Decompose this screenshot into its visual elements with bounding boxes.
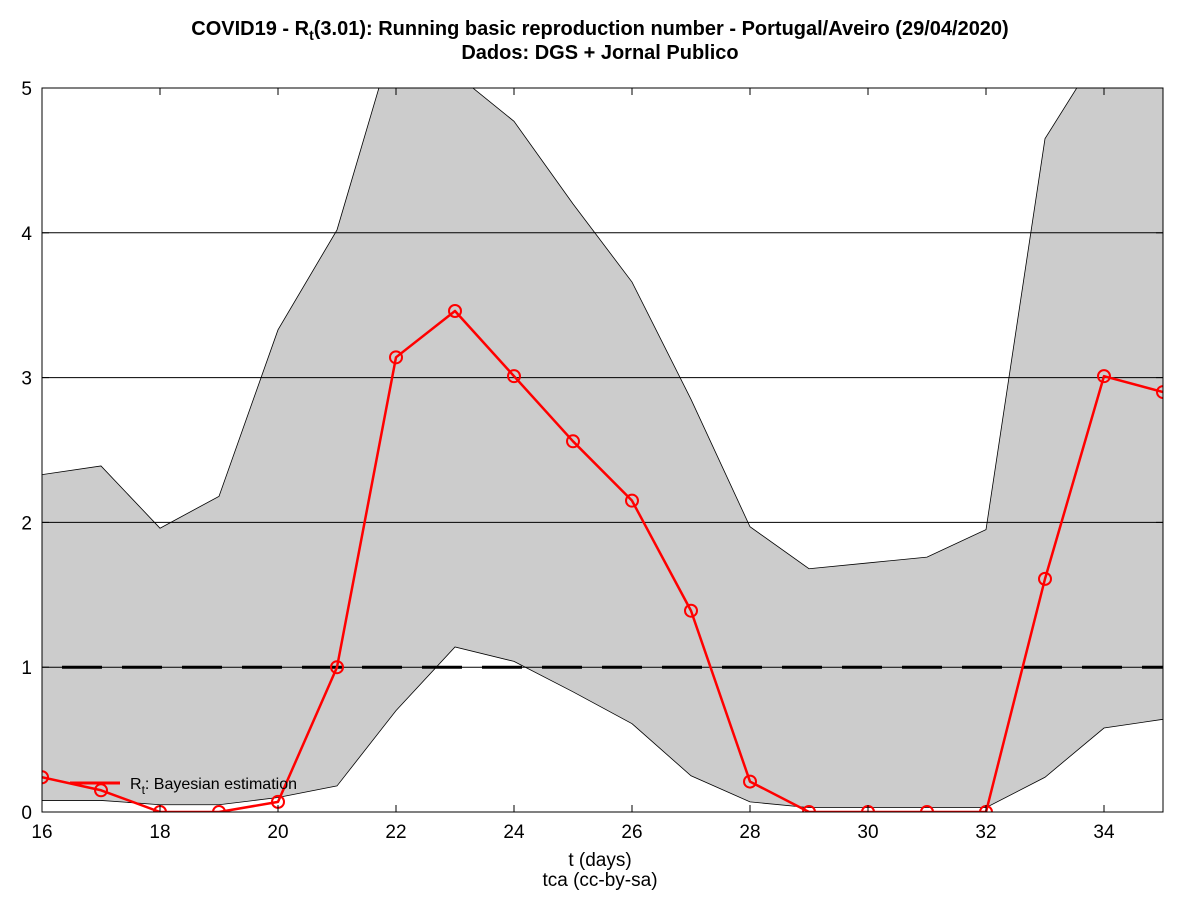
data-point-rt-24 <box>507 369 521 384</box>
x-tick-label-18: 18 <box>149 822 170 843</box>
legend-label-rt: Rt: Bayesian estimation <box>130 776 297 797</box>
data-point-rt-27 <box>684 603 698 618</box>
y-tick-label-5: 5 <box>21 79 32 100</box>
y-tick-label-3: 3 <box>21 369 32 390</box>
x-tick-label-28: 28 <box>739 822 760 843</box>
data-point-rt-26 <box>625 493 639 508</box>
y-tick-label-1: 1 <box>21 658 32 679</box>
data-point-rt-22 <box>389 350 403 365</box>
y-tick-label-0: 0 <box>21 803 32 824</box>
band-upper-edge <box>42 88 1078 570</box>
data-point-rt-29 <box>802 805 816 812</box>
band-lower-edge <box>42 646 1163 809</box>
data-point-rt-16 <box>42 770 49 785</box>
x-tick-label-26: 26 <box>621 822 642 843</box>
data-point-rt-25 <box>566 434 580 449</box>
data-point-rt-23 <box>448 303 462 318</box>
x-tick-label-16: 16 <box>31 822 52 843</box>
data-point-rt-35 <box>1156 385 1163 400</box>
legend: Rt: Bayesian estimation <box>70 776 297 797</box>
plot-frame <box>41 87 1164 813</box>
chart-subtitle: Dados: DGS + Jornal Publico <box>461 42 739 64</box>
data-point-rt-21 <box>330 660 344 675</box>
data-point-rt-19 <box>212 805 226 812</box>
confidence-band <box>42 88 1163 809</box>
x-tick-label-32: 32 <box>975 822 996 843</box>
x-tick-label-34: 34 <box>1093 822 1115 843</box>
band-area <box>42 88 1163 808</box>
chart-title: COVID19 - Rt(3.01): Running basic reprod… <box>191 18 1009 43</box>
x-tick-label-24: 24 <box>503 822 525 843</box>
data-point-rt-33 <box>1038 571 1052 586</box>
y-tick-label-2: 2 <box>21 513 32 534</box>
x-tick-label-30: 30 <box>857 822 878 843</box>
data-point-rt-34 <box>1097 369 1111 384</box>
plot-border <box>41 87 1164 813</box>
x-axis-label: t (days) <box>568 850 632 871</box>
data-point-rt-28 <box>743 774 757 789</box>
series-rt <box>42 303 1163 812</box>
y-tick-label-4: 4 <box>21 224 32 245</box>
x-tick-label-22: 22 <box>385 822 406 843</box>
x-tick-label-20: 20 <box>267 822 288 843</box>
series-line-rt <box>42 309 1163 812</box>
data-point-rt-31 <box>920 805 934 812</box>
credit-label: tca (cc-by-sa) <box>542 870 658 891</box>
